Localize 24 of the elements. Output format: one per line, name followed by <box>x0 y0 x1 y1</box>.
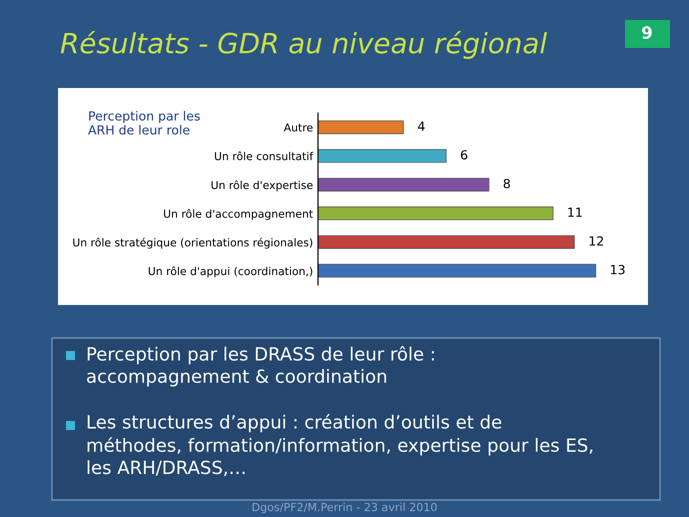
text: Dgos/PF2/M.Perrin - 23 avril 2010 <box>252 502 437 514</box>
bar <box>318 149 447 163</box>
chart-title: Résultats - GDR au niveau régional <box>60 31 548 59</box>
bar <box>318 178 490 192</box>
bar <box>318 235 575 249</box>
data-label: 8 <box>504 178 510 188</box>
data-label: 12 <box>590 236 603 246</box>
y-tick-label: Un rôle d'accompagnement <box>164 209 313 220</box>
data-label: 11 <box>568 208 582 217</box>
bar <box>318 264 596 278</box>
data-label: 13 <box>611 264 625 274</box>
data-label: 6 <box>460 150 468 160</box>
text: Perception par les ARH de leur role <box>88 110 200 135</box>
bar <box>318 206 554 220</box>
bar <box>318 120 404 134</box>
text: Les structures d’appui : création d’outils et de méthodes, formation/information, expertise pour les ES, les ARH/DRASS,… <box>88 414 592 476</box>
y-tick-label: Autre <box>284 123 313 132</box>
y-tick-label: Un rôle consultatif <box>214 151 314 160</box>
y-tick-label: Un rôle d'appui (coordination,) <box>148 266 312 278</box>
text: Perception par les DRASS de leur rôle : accompagnement & coordination <box>87 346 434 386</box>
y-tick-label: Un rôle stratégique (orientations régionales) <box>73 238 312 249</box>
text: 9 <box>642 26 652 39</box>
y-tick-label: Un rôle d'expertise <box>212 180 313 192</box>
data-label: 4 <box>418 122 425 131</box>
